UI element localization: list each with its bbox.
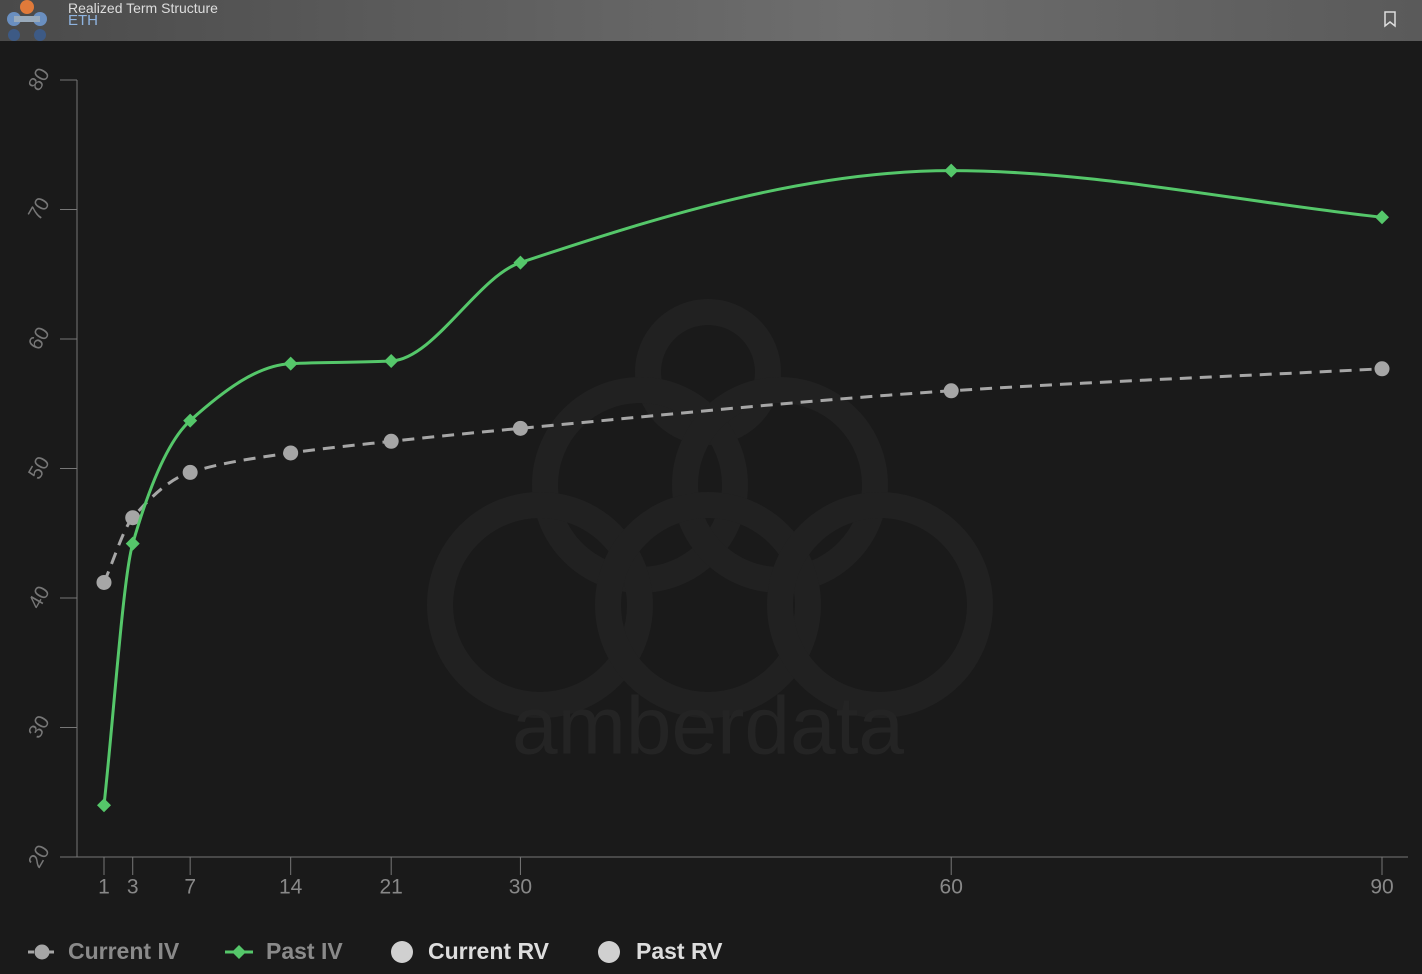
data-point	[283, 445, 299, 461]
legend-label: Current RV	[428, 938, 550, 964]
legend-label: Past IV	[266, 938, 343, 964]
top-bar: Realized Term Structure ETH	[0, 0, 1422, 41]
data-point	[943, 383, 959, 399]
x-tick-label: 21	[380, 876, 403, 899]
data-point	[1374, 361, 1390, 377]
legend-label: Past RV	[636, 938, 723, 964]
data-point	[96, 574, 112, 590]
legend-marker	[598, 941, 620, 963]
data-point	[283, 356, 298, 371]
y-tick-label: 50	[24, 453, 54, 483]
y-tick-label: 80	[24, 65, 54, 95]
title: Realized Term Structure	[68, 0, 218, 16]
x-tick-label: 14	[279, 876, 303, 899]
data-point	[383, 433, 399, 449]
legend-item[interactable]: Current IV	[28, 938, 180, 964]
legend-marker	[391, 941, 413, 963]
data-point	[183, 413, 198, 428]
y-tick-label: 40	[24, 583, 54, 613]
series-line	[102, 169, 1383, 806]
legend-item[interactable]: Past IV	[225, 938, 343, 964]
data-point	[512, 420, 528, 436]
y-tick-label: 70	[24, 194, 54, 224]
data-point	[513, 255, 528, 270]
legend-label: Current IV	[68, 938, 180, 964]
data-point	[182, 464, 198, 480]
x-tick-label: 7	[184, 876, 196, 899]
logo	[7, 0, 47, 41]
subtitle: ETH	[68, 12, 98, 29]
legend-marker	[232, 945, 246, 959]
x-tick-label: 3	[127, 876, 139, 899]
x-tick-label: 90	[1370, 876, 1393, 899]
bookmark-icon[interactable]	[1382, 10, 1402, 30]
legend-item[interactable]: Current RV	[391, 938, 550, 964]
watermark-text: amberdata	[512, 681, 904, 772]
series-line	[102, 367, 1383, 584]
x-tick-label: 30	[509, 876, 532, 899]
data-point	[125, 510, 141, 526]
y-tick-label: 30	[24, 712, 54, 742]
data-point	[1375, 210, 1389, 225]
legend-item[interactable]: Past RV	[598, 938, 723, 964]
x-tick-label: 60	[940, 876, 963, 899]
y-tick-label: 60	[24, 324, 54, 354]
data-point	[125, 536, 140, 551]
y-tick-label: 20	[24, 842, 54, 872]
data-point	[97, 798, 111, 813]
data-point	[944, 163, 959, 178]
x-tick-label: 1	[98, 876, 110, 899]
data-point	[384, 354, 399, 369]
watermark	[427, 299, 993, 718]
legend-marker	[34, 944, 50, 960]
